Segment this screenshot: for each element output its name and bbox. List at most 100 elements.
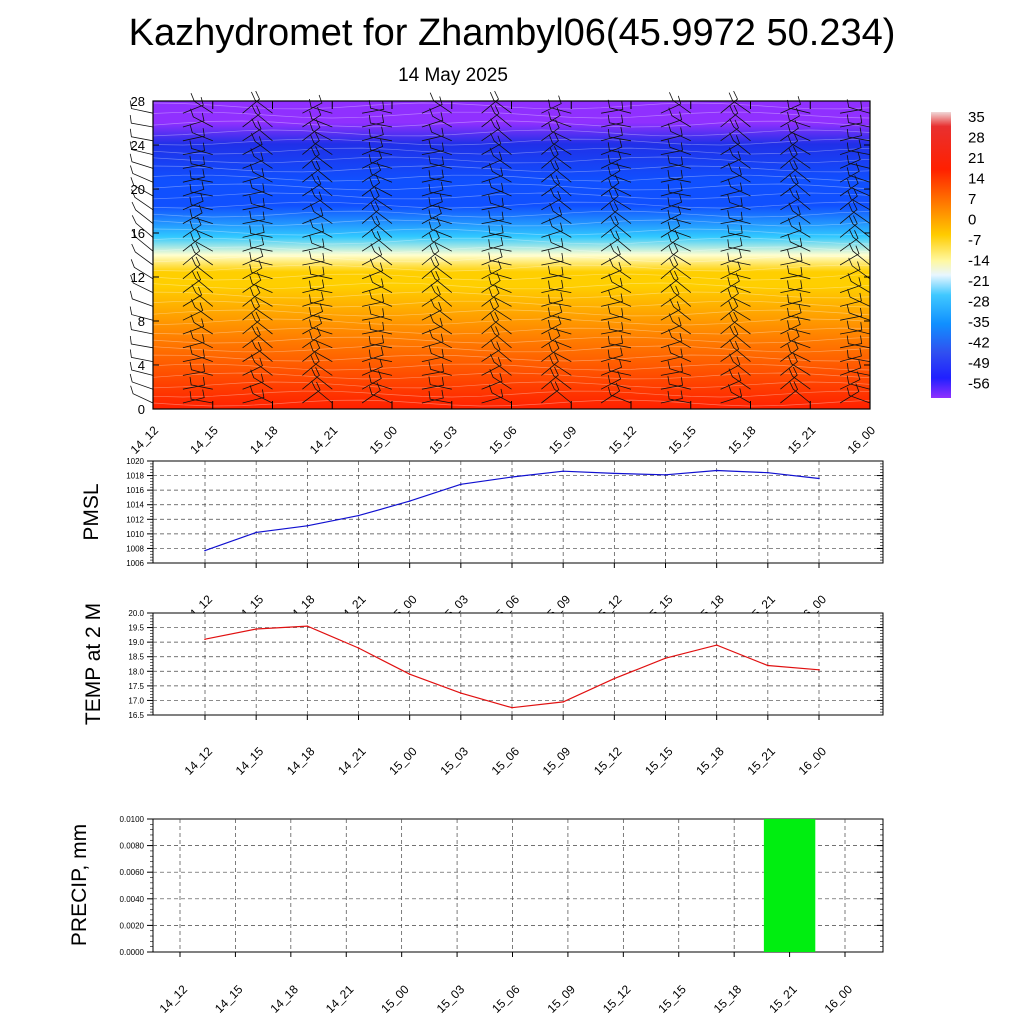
x-tick-label: 15_15 bbox=[642, 744, 676, 778]
wind-barb bbox=[541, 190, 562, 211]
wind-barb bbox=[249, 195, 273, 211]
wind-barb bbox=[428, 197, 452, 211]
wind-barb bbox=[660, 194, 683, 211]
y-tick-label: 18.0 bbox=[128, 667, 144, 676]
wind-barb bbox=[549, 367, 572, 390]
wind-barb bbox=[242, 389, 265, 404]
wind-barb bbox=[607, 166, 632, 183]
wind-barb bbox=[182, 128, 205, 142]
wind-barb bbox=[609, 215, 632, 238]
x-tick-label: 15_06 bbox=[489, 982, 523, 1016]
wind-barb bbox=[839, 261, 861, 280]
x-tick-label: 15_12 bbox=[600, 982, 634, 1016]
wind-barb bbox=[490, 339, 512, 362]
wind-barb bbox=[541, 303, 563, 321]
wind-barb bbox=[720, 211, 743, 224]
wind-barb bbox=[182, 376, 205, 390]
wind-barb bbox=[660, 127, 683, 142]
wind-barb bbox=[430, 270, 453, 293]
wind-barb bbox=[787, 123, 811, 142]
wind-barb bbox=[780, 381, 799, 404]
y-tick-label: 4 bbox=[138, 358, 145, 373]
chart-title: Kazhydromet for Zhambyl06(45.9972 50.234… bbox=[128, 12, 896, 54]
wind-barb bbox=[309, 122, 333, 142]
wind-barb bbox=[548, 280, 572, 293]
wind-barb bbox=[846, 114, 871, 128]
wind-barb bbox=[488, 179, 512, 197]
wind-barb bbox=[668, 328, 691, 349]
wind-barb bbox=[780, 96, 801, 114]
wind-barb bbox=[481, 326, 500, 349]
y-tick-label: 28 bbox=[131, 94, 145, 109]
wind-barb bbox=[421, 193, 443, 211]
wind-barb bbox=[131, 189, 154, 211]
wind-barb bbox=[787, 135, 811, 155]
wind-barb bbox=[370, 202, 393, 224]
wind-barb bbox=[362, 293, 385, 307]
wind-barb bbox=[720, 182, 743, 197]
wind-barb bbox=[242, 90, 260, 114]
wind-barb bbox=[368, 306, 393, 321]
wind-barb bbox=[548, 111, 572, 128]
wind-barb bbox=[548, 265, 572, 280]
wind-barb bbox=[727, 210, 751, 224]
wind-barb bbox=[668, 107, 692, 128]
wind-barb bbox=[189, 170, 213, 183]
wind-barb bbox=[727, 252, 751, 266]
wind-barb bbox=[607, 142, 632, 155]
wind-barb bbox=[182, 334, 205, 349]
x-tick-label: 15_09 bbox=[545, 982, 579, 1016]
wind-barb bbox=[720, 388, 743, 404]
wind-barb bbox=[541, 381, 560, 404]
colorbar-label: -49 bbox=[968, 355, 990, 372]
data-point bbox=[664, 474, 667, 476]
y-tick-label: 17.0 bbox=[128, 696, 144, 705]
colorbar-label: 35 bbox=[968, 109, 985, 126]
wind-barb bbox=[846, 335, 871, 349]
wind-barb bbox=[421, 301, 442, 321]
wind-barb bbox=[481, 151, 503, 169]
wind-barb bbox=[780, 206, 801, 224]
wind-barb bbox=[421, 286, 441, 307]
data-point bbox=[511, 476, 513, 478]
wind-barb bbox=[600, 201, 619, 224]
wind-barb bbox=[242, 297, 260, 321]
wind-barb bbox=[361, 215, 381, 238]
wind-barb bbox=[720, 340, 740, 362]
wind-barb bbox=[189, 124, 213, 142]
wind-barb bbox=[190, 108, 213, 128]
x-tick-label: 15_21 bbox=[785, 423, 819, 457]
wind-barb bbox=[249, 163, 273, 183]
wind-barb bbox=[600, 246, 621, 266]
wind-barb bbox=[369, 258, 393, 280]
wind-barb bbox=[660, 363, 683, 376]
wind-barb bbox=[421, 156, 444, 169]
wind-barb bbox=[488, 264, 512, 280]
wind-barb bbox=[548, 99, 572, 114]
wind-barb bbox=[302, 266, 325, 280]
colorbar-label: -56 bbox=[968, 376, 990, 393]
wind-barb bbox=[727, 194, 751, 211]
wind-barb bbox=[488, 384, 512, 404]
wind-barb bbox=[242, 259, 263, 280]
wind-barb bbox=[839, 230, 859, 252]
wind-barb bbox=[309, 342, 333, 362]
wind-barb bbox=[840, 101, 863, 114]
data-point bbox=[408, 673, 411, 675]
wind-barb bbox=[488, 252, 512, 266]
wind-barb bbox=[421, 317, 443, 335]
wind-barb bbox=[368, 165, 393, 183]
wind-barb bbox=[660, 95, 682, 114]
wind-barb bbox=[789, 160, 811, 183]
wind-barb bbox=[780, 304, 802, 321]
wind-barb bbox=[548, 234, 572, 252]
wind-barb bbox=[311, 173, 333, 197]
wind-barb bbox=[428, 361, 452, 376]
y-axis-label: PRECIP, mm bbox=[68, 824, 91, 946]
wind-barb bbox=[481, 237, 504, 252]
y-axis-label: TEMP at 2 M bbox=[82, 603, 105, 725]
wind-barb bbox=[182, 286, 203, 307]
wind-barb bbox=[421, 271, 440, 293]
x-tick-label: 15_12 bbox=[606, 423, 640, 457]
